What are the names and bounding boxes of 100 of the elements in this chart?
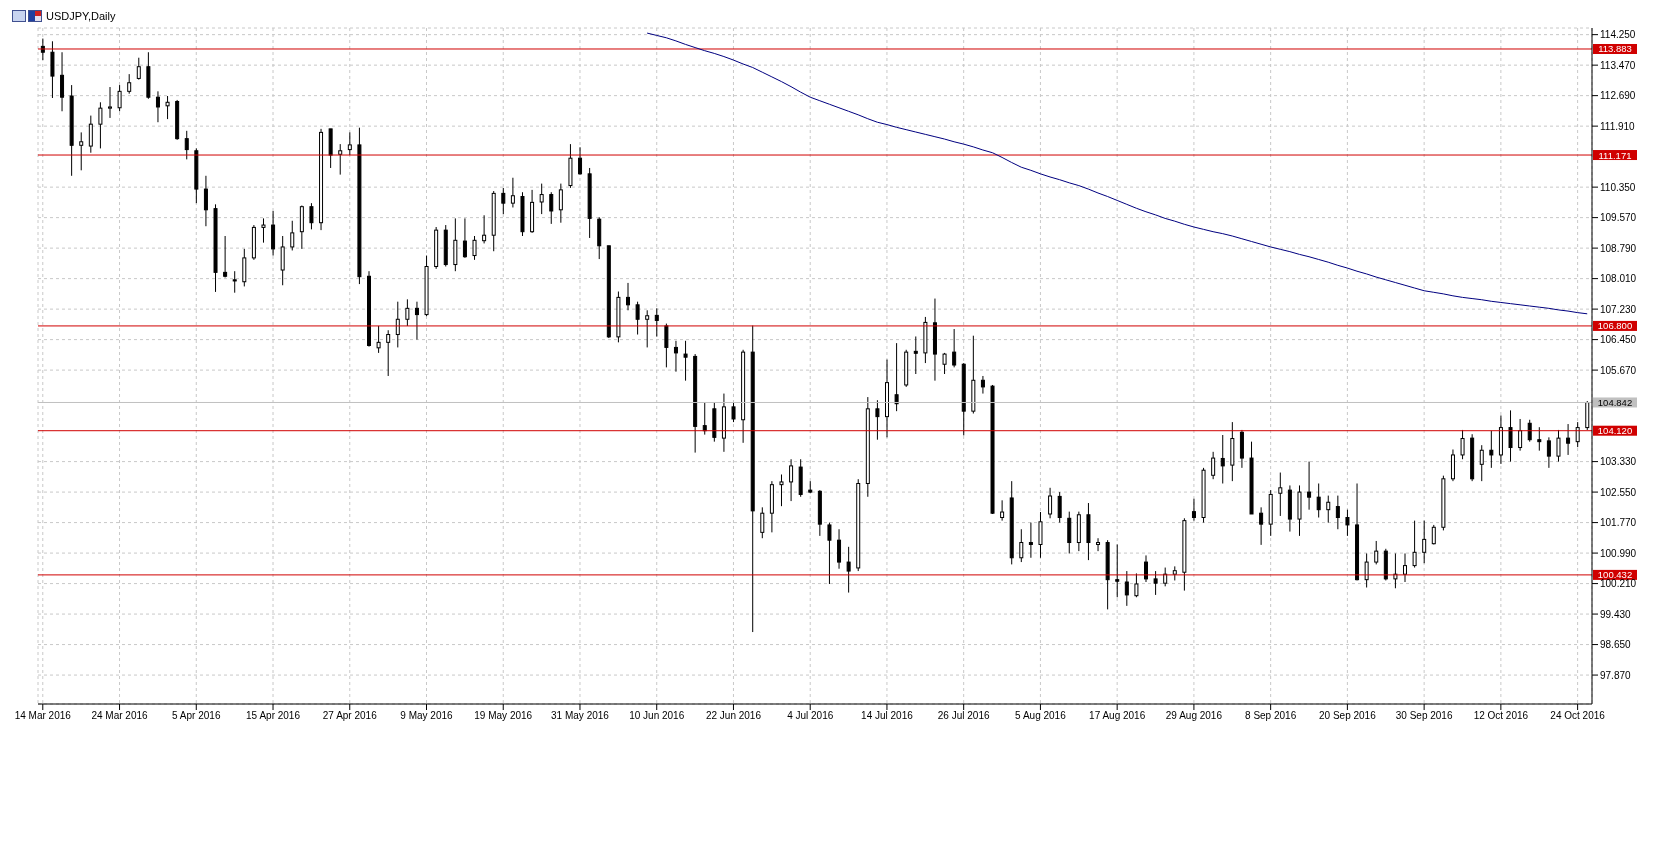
x-tick-label: 19 May 2016	[474, 710, 533, 722]
candlestick	[1259, 506, 1264, 546]
line-series	[646, 32, 1588, 315]
candlestick	[654, 307, 659, 337]
candlestick	[779, 474, 784, 507]
candlestick	[1556, 429, 1561, 463]
candlestick	[837, 528, 842, 570]
candlestick	[1278, 472, 1283, 517]
x-tick-label: 12 Oct 2016	[1473, 710, 1529, 722]
ref-line-label: 106.800	[1597, 320, 1633, 332]
candlestick	[376, 325, 381, 354]
x-tick-label: 24 Mar 2016	[91, 710, 149, 722]
candlestick	[1134, 572, 1139, 598]
y-tick-label: 99.430	[1600, 608, 1632, 620]
chart-title: USDJPY,Daily	[46, 10, 116, 22]
x-tick-label: 26 Jul 2016	[937, 710, 990, 722]
y-tick-label: 113.470	[1600, 59, 1636, 71]
x-tick-label: 4 Jul 2016	[787, 710, 834, 722]
candlestick	[539, 183, 544, 215]
candlestick	[98, 101, 103, 149]
candlestick	[1345, 509, 1350, 537]
candlestick	[578, 146, 583, 176]
candlestick	[117, 84, 122, 112]
y-tick-label: 102.550	[1600, 486, 1637, 498]
candlestick	[635, 301, 640, 336]
x-tick-label: 14 Mar 2016	[14, 710, 72, 722]
candlestick	[1220, 434, 1225, 484]
candlestick	[1144, 554, 1149, 583]
candlestick	[1460, 429, 1465, 460]
x-tick-label: 27 Apr 2016	[322, 710, 378, 722]
y-tick-label: 97.870	[1600, 669, 1632, 681]
candlestick	[1124, 570, 1129, 607]
candlestick	[232, 270, 237, 294]
candlestick	[1153, 570, 1158, 596]
candlestick	[501, 187, 506, 215]
candlestick	[1028, 522, 1033, 559]
y-tick-label: 111.910	[1600, 120, 1636, 132]
candlestick	[1211, 451, 1216, 480]
candlestick	[626, 282, 631, 311]
ref-line-label: 104.842	[1597, 396, 1633, 408]
y-tick-label: 98.650	[1600, 639, 1632, 651]
candlestick	[1096, 537, 1101, 552]
y-tick-label: 112.690	[1600, 90, 1636, 102]
x-tick-label: 5 Aug 2016	[1015, 710, 1067, 722]
candlestick	[136, 57, 141, 81]
candlestick	[50, 40, 55, 99]
candlestick	[846, 546, 851, 594]
candlestick	[980, 375, 985, 395]
candlestick	[1479, 444, 1484, 482]
y-tick-label: 108.010	[1600, 273, 1637, 285]
x-tick-label: 17 Aug 2016	[1089, 710, 1146, 722]
candlestick	[108, 86, 113, 119]
candlestick	[1508, 409, 1513, 463]
candlestick	[184, 130, 189, 160]
candlestick	[127, 73, 132, 95]
y-tick-label: 103.330	[1600, 456, 1637, 468]
candlestick	[827, 522, 832, 585]
candlestick	[760, 506, 765, 539]
candlestick	[405, 298, 410, 327]
candlestick	[1191, 498, 1196, 522]
candlestick	[1518, 418, 1523, 452]
candlestick	[338, 143, 343, 176]
candlestick	[1326, 495, 1331, 524]
candlestick	[1115, 543, 1120, 598]
x-tick-label: 15 Apr 2016	[246, 710, 301, 722]
candlestick	[683, 340, 688, 382]
x-tick-label: 5 Apr 2016	[172, 710, 221, 722]
candlestick	[347, 131, 352, 156]
candlestick	[1374, 540, 1379, 565]
y-tick-label: 106.450	[1600, 334, 1637, 346]
candlestick	[789, 458, 794, 502]
candlestick	[309, 202, 314, 230]
candlestick	[1038, 511, 1043, 559]
y-tick-label: 110.350	[1600, 181, 1636, 193]
candlestick	[664, 323, 669, 368]
candlestick	[462, 217, 467, 259]
candlestick	[1489, 430, 1494, 469]
candlestick	[1364, 552, 1369, 588]
candlestick	[645, 309, 650, 348]
candlestick	[165, 95, 170, 120]
x-tick-label: 20 Sep 2016	[1319, 710, 1377, 722]
y-tick-label: 108.790	[1600, 242, 1637, 254]
candlestick	[1422, 520, 1427, 564]
y-tick-label: 100.210	[1600, 578, 1637, 590]
y-tick-label: 100.990	[1600, 547, 1637, 559]
y-tick-label: 105.670	[1600, 364, 1637, 376]
candlestick	[79, 131, 84, 171]
candlestick	[223, 235, 228, 278]
candlestick	[952, 328, 957, 368]
x-tick-label: 8 Sep 2016	[1245, 710, 1297, 722]
candlestick	[913, 335, 918, 375]
candlestick	[261, 217, 266, 244]
x-tick-label: 30 Sep 2016	[1395, 710, 1453, 722]
candlestick	[203, 175, 208, 227]
ref-line-label: 104.120	[1597, 425, 1633, 437]
candlestick	[482, 214, 487, 244]
candlestick	[510, 177, 515, 208]
x-tick-label: 24 Oct 2016	[1550, 710, 1606, 722]
candlestick	[549, 191, 554, 225]
y-tick-label: 109.570	[1600, 212, 1637, 224]
